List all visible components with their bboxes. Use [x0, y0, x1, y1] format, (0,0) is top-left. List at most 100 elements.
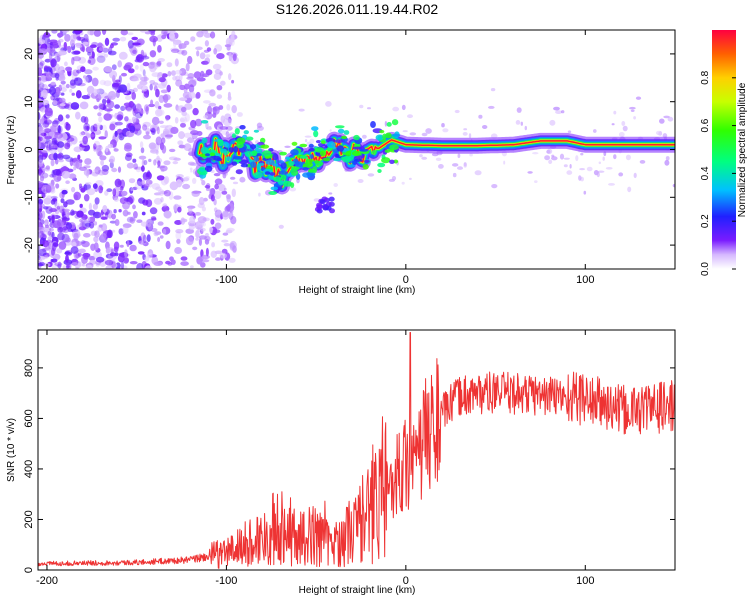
- noise-blob: [57, 232, 65, 241]
- noise-blob: [126, 162, 134, 169]
- noise-blob: [73, 146, 82, 153]
- ridge-blob: [236, 137, 246, 145]
- noise-blob: [44, 219, 49, 227]
- noise-blob: [142, 124, 148, 131]
- ridge-blob: [204, 165, 213, 172]
- noise-blob: [87, 59, 92, 64]
- ridge-blob: [290, 166, 300, 171]
- noise-blob: [208, 102, 217, 107]
- noise-blob: [61, 189, 68, 195]
- noise-blob: [629, 106, 636, 110]
- noise-blob: [44, 58, 51, 63]
- noise-blob: [602, 156, 605, 161]
- noise-blob: [635, 96, 642, 100]
- noise-blob: [38, 104, 44, 108]
- noise-blob: [175, 229, 184, 234]
- noise-blob: [201, 60, 209, 65]
- noise-blob: [158, 72, 163, 77]
- noise-blob: [78, 56, 87, 64]
- noise-blob: [170, 47, 179, 52]
- ridge-blob: [205, 153, 210, 157]
- noise-blob: [58, 47, 63, 51]
- noise-blob: [129, 125, 136, 134]
- noise-blob: [158, 105, 162, 110]
- noise-blob: [97, 52, 106, 58]
- noise-blob: [567, 130, 572, 133]
- ridge-blob: [201, 137, 208, 144]
- ridge-blob: [239, 125, 246, 130]
- noise-blob: [191, 132, 198, 140]
- noise-blob: [142, 69, 146, 77]
- noise-blob: [76, 69, 82, 74]
- ridge-blob: [354, 155, 364, 160]
- noise-blob: [163, 189, 171, 197]
- y-tick-label: -10: [23, 189, 35, 205]
- noise-blob: [58, 205, 65, 214]
- spectrogram-xlabel: Height of straight line (km): [299, 285, 416, 296]
- noise-blob: [633, 172, 637, 179]
- noise-blob: [140, 55, 150, 60]
- noise-blob: [168, 32, 175, 39]
- noise-blob: [78, 36, 85, 42]
- noise-blob: [170, 126, 179, 134]
- noise-blob: [50, 159, 55, 167]
- noise-blob: [57, 125, 63, 134]
- echo-blob: [316, 204, 323, 210]
- noise-blob: [298, 108, 305, 112]
- noise-blob: [157, 45, 162, 53]
- noise-blob: [50, 199, 56, 205]
- noise-blob: [221, 130, 228, 135]
- y-tick-label: 400: [23, 460, 35, 478]
- noise-blob: [289, 187, 297, 192]
- noise-blob: [54, 72, 60, 79]
- ridge-blob: [381, 157, 391, 164]
- noise-blob: [147, 252, 153, 259]
- noise-blob: [227, 91, 231, 99]
- ridge-blob: [285, 156, 291, 160]
- noise-blob: [101, 223, 108, 232]
- noise-blob: [124, 116, 129, 122]
- noise-blob: [100, 92, 109, 100]
- noise-blob: [111, 81, 121, 89]
- snr-content: [38, 332, 675, 569]
- ridge-blob: [321, 140, 326, 145]
- ridge-blob: [308, 143, 314, 148]
- noise-blob: [367, 107, 371, 110]
- noise-blob: [90, 125, 95, 133]
- noise-blob: [194, 118, 203, 127]
- noise-blob: [204, 235, 211, 242]
- noise-blob: [149, 61, 156, 66]
- noise-blob: [86, 125, 90, 131]
- noise-blob: [80, 219, 84, 229]
- noise-blob: [96, 98, 100, 103]
- noise-blob: [153, 261, 163, 266]
- noise-blob: [97, 42, 103, 48]
- noise-blob: [218, 105, 224, 110]
- noise-blob: [132, 186, 138, 191]
- noise-blob: [174, 58, 179, 67]
- snr-xlabel: Height of straight line (km): [299, 585, 416, 596]
- ridge-blob: [370, 121, 376, 128]
- ridge-blob: [389, 144, 399, 151]
- noise-blob: [90, 131, 96, 140]
- noise-blob: [93, 30, 101, 37]
- noise-blob: [566, 170, 573, 175]
- noise-blob: [231, 188, 236, 198]
- noise-blob: [462, 132, 468, 136]
- noise-blob: [304, 135, 312, 138]
- noise-blob: [401, 181, 405, 185]
- noise-blob: [176, 49, 185, 55]
- ridge-blob: [231, 161, 238, 166]
- noise-blob: [87, 30, 96, 36]
- noise-blob: [85, 46, 94, 54]
- noise-blob: [468, 133, 472, 139]
- ridge-blob: [335, 125, 345, 129]
- noise-blob: [139, 64, 144, 72]
- noise-blob: [189, 215, 196, 224]
- noise-blob: [38, 89, 41, 99]
- colorbar-tick-label: 0.0: [700, 262, 711, 276]
- ridge-blob: [345, 150, 352, 157]
- noise-blob: [165, 240, 171, 250]
- noise-blob: [213, 173, 221, 177]
- noise-blob: [58, 38, 64, 43]
